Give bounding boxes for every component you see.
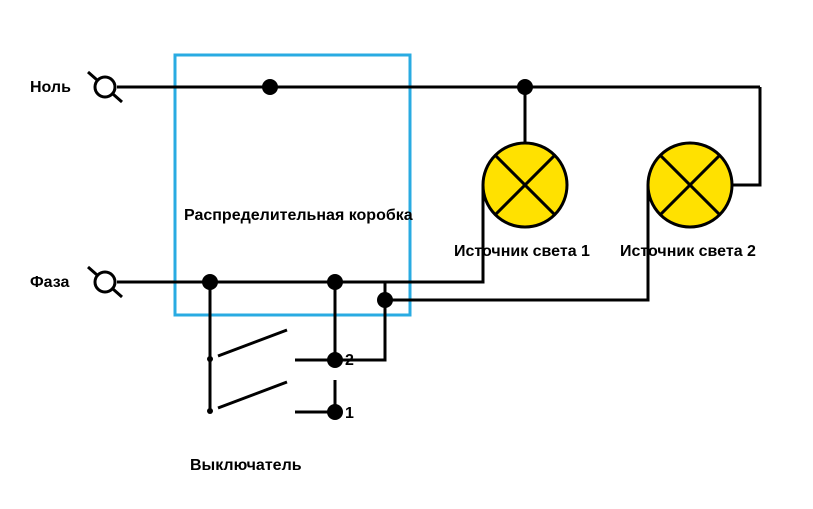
terminal-neutral <box>95 77 115 97</box>
label-phase: Фаза <box>30 274 69 291</box>
label-switch: Выключатель <box>190 457 302 474</box>
junction-node <box>262 79 278 95</box>
junction-node <box>327 352 343 368</box>
label-lamp2: Источник света 2 <box>620 243 756 260</box>
label-junction-box: Распределительная коробка <box>184 207 413 224</box>
junction-node <box>327 404 343 420</box>
label-contact-1: 1 <box>345 405 354 422</box>
junction-node <box>202 274 218 290</box>
switch-pivot <box>207 356 213 362</box>
terminal-phase <box>95 272 115 292</box>
label-contact-2: 2 <box>345 352 354 369</box>
junction-node <box>517 79 533 95</box>
label-neutral: Ноль <box>30 79 71 96</box>
label-lamp1: Источник света 1 <box>454 243 590 260</box>
junction-node <box>377 292 393 308</box>
switch-pivot <box>207 408 213 414</box>
junction-node <box>327 274 343 290</box>
